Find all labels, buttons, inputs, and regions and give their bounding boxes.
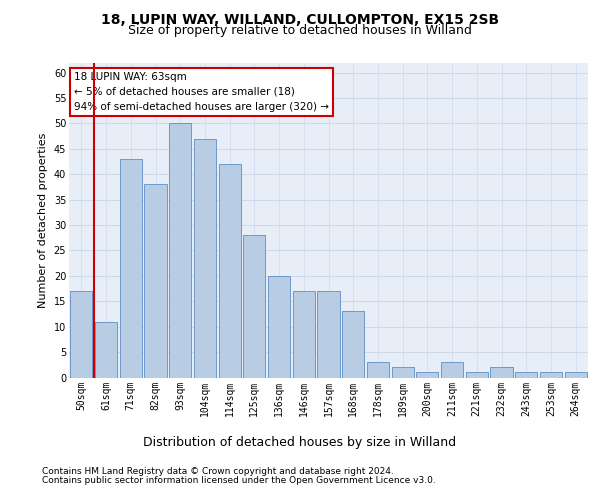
Bar <box>367 362 389 378</box>
Bar <box>490 368 512 378</box>
Bar <box>515 372 538 378</box>
Bar <box>194 138 216 378</box>
Bar <box>293 291 315 378</box>
Text: Distribution of detached houses by size in Willand: Distribution of detached houses by size … <box>143 436 457 449</box>
Bar <box>317 291 340 378</box>
Bar <box>218 164 241 378</box>
Bar <box>169 124 191 378</box>
Bar <box>565 372 587 378</box>
Bar <box>268 276 290 378</box>
Bar <box>342 312 364 378</box>
Bar <box>70 291 92 378</box>
Text: Contains HM Land Registry data © Crown copyright and database right 2024.: Contains HM Land Registry data © Crown c… <box>42 467 394 476</box>
Bar <box>540 372 562 378</box>
Text: Contains public sector information licensed under the Open Government Licence v3: Contains public sector information licen… <box>42 476 436 485</box>
Bar <box>441 362 463 378</box>
Text: 18, LUPIN WAY, WILLAND, CULLOMPTON, EX15 2SB: 18, LUPIN WAY, WILLAND, CULLOMPTON, EX15… <box>101 12 499 26</box>
Text: 18 LUPIN WAY: 63sqm
← 5% of detached houses are smaller (18)
94% of semi-detache: 18 LUPIN WAY: 63sqm ← 5% of detached hou… <box>74 72 329 112</box>
Bar <box>119 159 142 378</box>
Bar <box>243 235 265 378</box>
Text: Size of property relative to detached houses in Willand: Size of property relative to detached ho… <box>128 24 472 37</box>
Bar <box>145 184 167 378</box>
Bar <box>416 372 439 378</box>
Bar <box>95 322 117 378</box>
Bar <box>466 372 488 378</box>
Y-axis label: Number of detached properties: Number of detached properties <box>38 132 48 308</box>
Bar <box>392 368 414 378</box>
